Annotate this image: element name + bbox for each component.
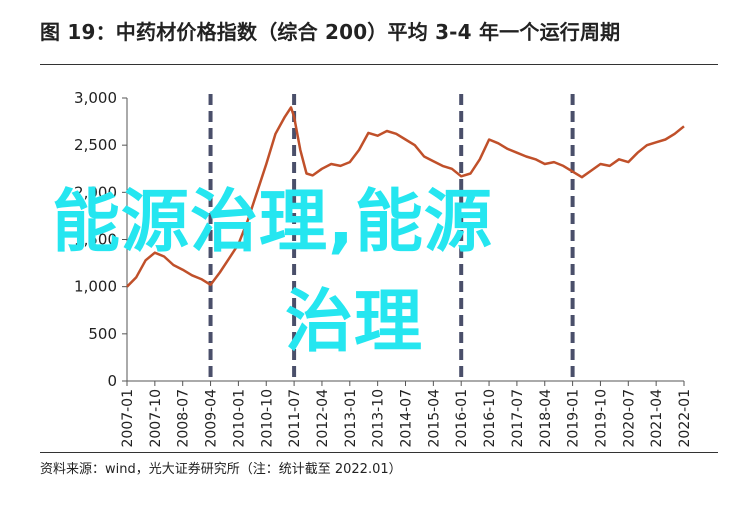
axes: 0 500 1,000 1,500 2,000 2,500 3,000 2007-01 2007… (74, 89, 693, 448)
x-tick-label: 2010-10 (259, 389, 275, 448)
watermark-line-2: 治理 (285, 283, 424, 362)
x-tick-label: 2019-01 (566, 389, 582, 448)
y-tick-label: 2,500 (74, 136, 117, 154)
x-tick-label: 2022-01 (677, 389, 693, 448)
bottom-divider (40, 452, 718, 453)
x-tick-label: 2018-04 (538, 389, 554, 448)
x-tick-label: 2019-10 (593, 389, 609, 448)
x-tick-label: 2008-07 (176, 389, 192, 448)
series-layer (126, 106, 685, 288)
source-note: 资料来源：wind，光大证券研究所（注：统计截至 2022.01） (40, 462, 402, 477)
x-tick-label: 2016-10 (482, 389, 498, 448)
y-tick-label: 2,000 (74, 183, 117, 201)
x-tick-label: 2021-04 (649, 389, 665, 448)
x-tick-label: 2011-07 (287, 389, 303, 448)
y-tick-label: 3,000 (74, 89, 117, 107)
x-tick-label: 2013-01 (343, 389, 359, 448)
x-tick-label: 2014-07 (399, 389, 415, 448)
x-tick-label: 2007-01 (120, 389, 136, 448)
watermark-line-1: 能源治理,能源 (52, 183, 493, 262)
y-tick-label: 0 (107, 372, 117, 390)
x-tick-label: 2017-07 (510, 389, 526, 448)
x-tick-label: 2012-04 (315, 389, 331, 448)
y-tick-label: 1,500 (74, 231, 117, 249)
x-tick-label: 2016-01 (454, 389, 470, 448)
cycle-marker-group (208, 94, 575, 381)
top-divider (40, 64, 718, 65)
x-tick-label: 2010-01 (231, 389, 247, 448)
x-tick-label: 2015-04 (426, 389, 442, 448)
x-tick-label: 2009-04 (204, 389, 220, 448)
page-title: 图 19：中药材价格指数（综合 200）平均 3-4 年一个运行周期 (40, 20, 621, 44)
y-tick-label: 1,000 (74, 278, 117, 296)
x-tick-label: 2007-10 (148, 389, 164, 448)
x-tick-label: 2020-07 (621, 389, 637, 448)
price-index-line (126, 106, 685, 288)
y-tick-label: 500 (88, 325, 117, 343)
x-tick-label: 2013-10 (371, 389, 387, 448)
